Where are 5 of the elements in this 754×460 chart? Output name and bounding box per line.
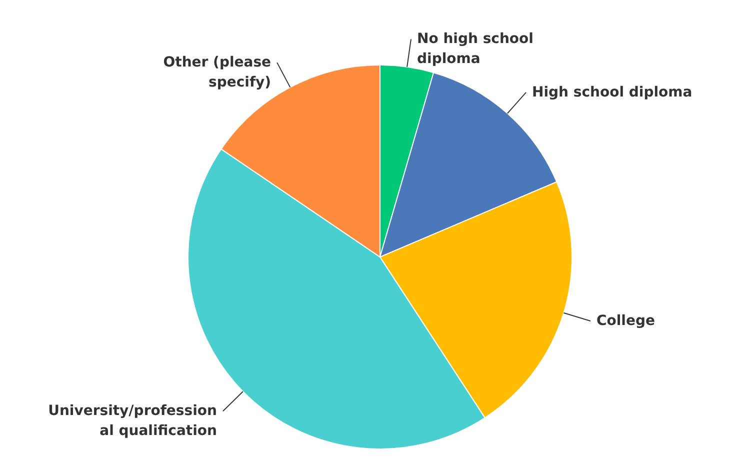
slice-label: University/professional qualification — [48, 403, 217, 440]
slice-label: High school diploma — [532, 84, 692, 100]
slice-label: College — [596, 313, 655, 330]
slice-label: No high school diploma — [417, 31, 534, 68]
slice-label: Other (please specify) — [163, 54, 272, 91]
